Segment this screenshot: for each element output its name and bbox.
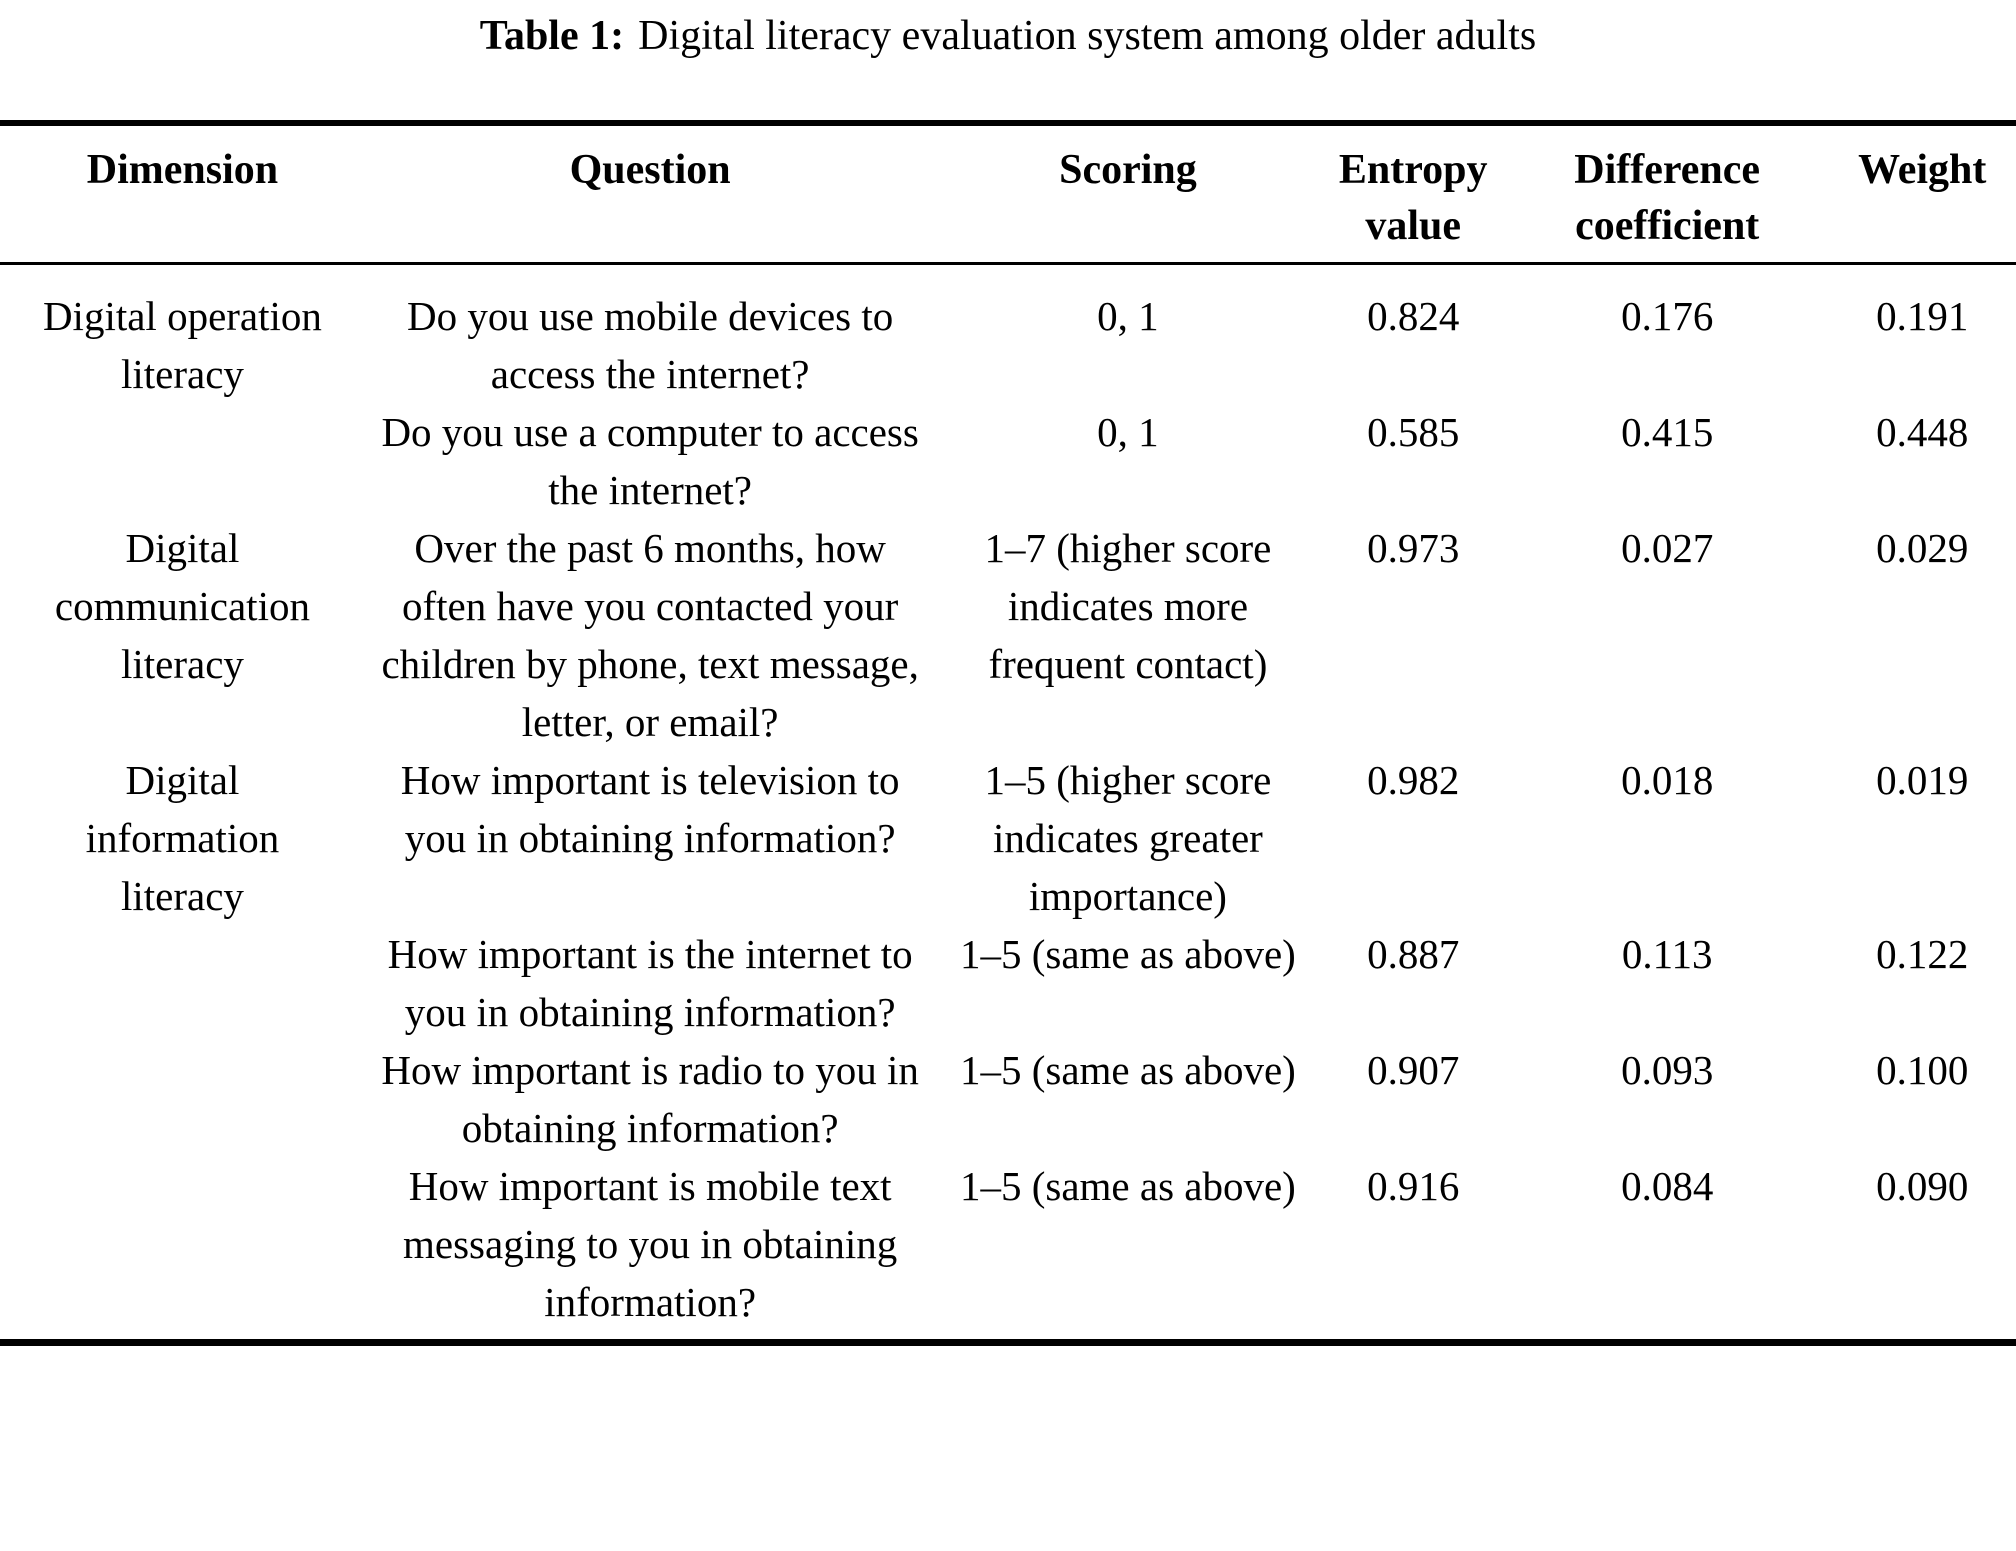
cell-weight: 0.448 — [1876, 409, 1969, 455]
column-header-scoring: Scoring — [935, 123, 1320, 264]
column-header-dimension: Dimension — [0, 123, 365, 264]
cell-weight: 0.090 — [1876, 1163, 1969, 1209]
column-header-weight: Weight — [1828, 123, 2016, 264]
cell-question: How important is the internet to you in … — [387, 931, 913, 1035]
cell-scoring: 0, 1 — [1097, 409, 1159, 455]
cell-entropy-value: 0.887 — [1367, 931, 1460, 977]
column-header-entropy-value: Entropy value — [1320, 123, 1505, 264]
cell-weight: 0.122 — [1876, 931, 1969, 977]
table-caption-text: Digital literacy evaluation system among… — [638, 13, 1537, 59]
cell-entropy-value: 0.973 — [1367, 525, 1460, 571]
cell-question: How important is mobile text messaging t… — [403, 1163, 898, 1325]
cell-scoring: 1–5 (same as above) — [959, 1163, 1296, 1209]
table-caption: Table 1: Digital literacy evaluation syst… — [0, 10, 2016, 62]
cell-dimension: Digital information literacy — [85, 757, 280, 919]
header-row: Dimension Question Scoring Entropy value… — [0, 123, 2016, 264]
cell-scoring: 1–5 (higher score indicates greater impo… — [984, 757, 1272, 919]
cell-scoring: 1–5 (same as above) — [959, 1047, 1296, 1093]
table-row: Do you use a computer to access the inte… — [0, 403, 2016, 519]
column-header-weight-label: Weight — [1858, 147, 1987, 193]
cell-weight: 0.019 — [1876, 757, 1969, 803]
cell-question: How important is radio to you in obtaini… — [381, 1047, 919, 1151]
cell-dimension: Digital communication literacy — [54, 525, 310, 687]
cell-scoring: 1–5 (same as above) — [959, 931, 1296, 977]
table-header: Dimension Question Scoring Entropy value… — [0, 123, 2016, 264]
table-row: Digital operation literacy Do you use mo… — [0, 264, 2016, 404]
table-body: Digital operation literacy Do you use mo… — [0, 264, 2016, 1343]
cell-difference-coefficient: 0.176 — [1621, 293, 1714, 339]
cell-scoring: 1–7 (higher score indicates more frequen… — [984, 525, 1272, 687]
cell-entropy-value: 0.916 — [1367, 1163, 1460, 1209]
table-caption-label: Table 1: — [479, 13, 625, 59]
cell-question: Over the past 6 months, how often have y… — [381, 525, 919, 745]
table-row: How important is radio to you in obtaini… — [0, 1041, 2016, 1157]
cell-dimension — [0, 925, 365, 1041]
cell-entropy-value: 0.982 — [1367, 757, 1460, 803]
data-table: Dimension Question Scoring Entropy value… — [0, 120, 2016, 1346]
column-header-question: Question — [365, 123, 936, 264]
cell-weight: 0.100 — [1876, 1047, 1969, 1093]
cell-question: Do you use a computer to access the inte… — [381, 409, 919, 513]
table-row: How important is the internet to you in … — [0, 925, 2016, 1041]
cell-dimension — [0, 1041, 365, 1157]
table-row: Digital communication literacy Over the … — [0, 519, 2016, 751]
column-header-scoring-label: Scoring — [1059, 147, 1197, 193]
column-header-difference-coefficient: Difference coefficient — [1506, 123, 1829, 264]
table-row: Digital information literacy How importa… — [0, 751, 2016, 925]
cell-question: Do you use mobile devices to access the … — [407, 293, 894, 397]
cell-dimension: Digital operation literacy — [42, 293, 322, 397]
cell-entropy-value: 0.907 — [1367, 1047, 1460, 1093]
cell-weight: 0.191 — [1876, 293, 1969, 339]
cell-difference-coefficient: 0.018 — [1621, 757, 1714, 803]
table-row: How important is mobile text messaging t… — [0, 1157, 2016, 1343]
cell-weight: 0.029 — [1876, 525, 1969, 571]
cell-entropy-value: 0.585 — [1367, 409, 1460, 455]
column-header-difference-coefficient-label: Difference coefficient — [1574, 147, 1761, 249]
cell-difference-coefficient: 0.415 — [1621, 409, 1714, 455]
cell-dimension — [0, 1157, 365, 1343]
cell-question: How important is television to you in ob… — [400, 757, 900, 861]
column-header-dimension-label: Dimension — [86, 147, 279, 193]
cell-difference-coefficient: 0.113 — [1621, 931, 1713, 977]
cell-dimension — [0, 403, 365, 519]
cell-difference-coefficient: 0.093 — [1621, 1047, 1714, 1093]
cell-scoring: 0, 1 — [1097, 293, 1159, 339]
column-header-question-label: Question — [569, 147, 731, 193]
cell-entropy-value: 0.824 — [1367, 293, 1460, 339]
column-header-entropy-value-label: Entropy value — [1338, 147, 1488, 249]
cell-difference-coefficient: 0.027 — [1621, 525, 1714, 571]
cell-difference-coefficient: 0.084 — [1621, 1163, 1714, 1209]
